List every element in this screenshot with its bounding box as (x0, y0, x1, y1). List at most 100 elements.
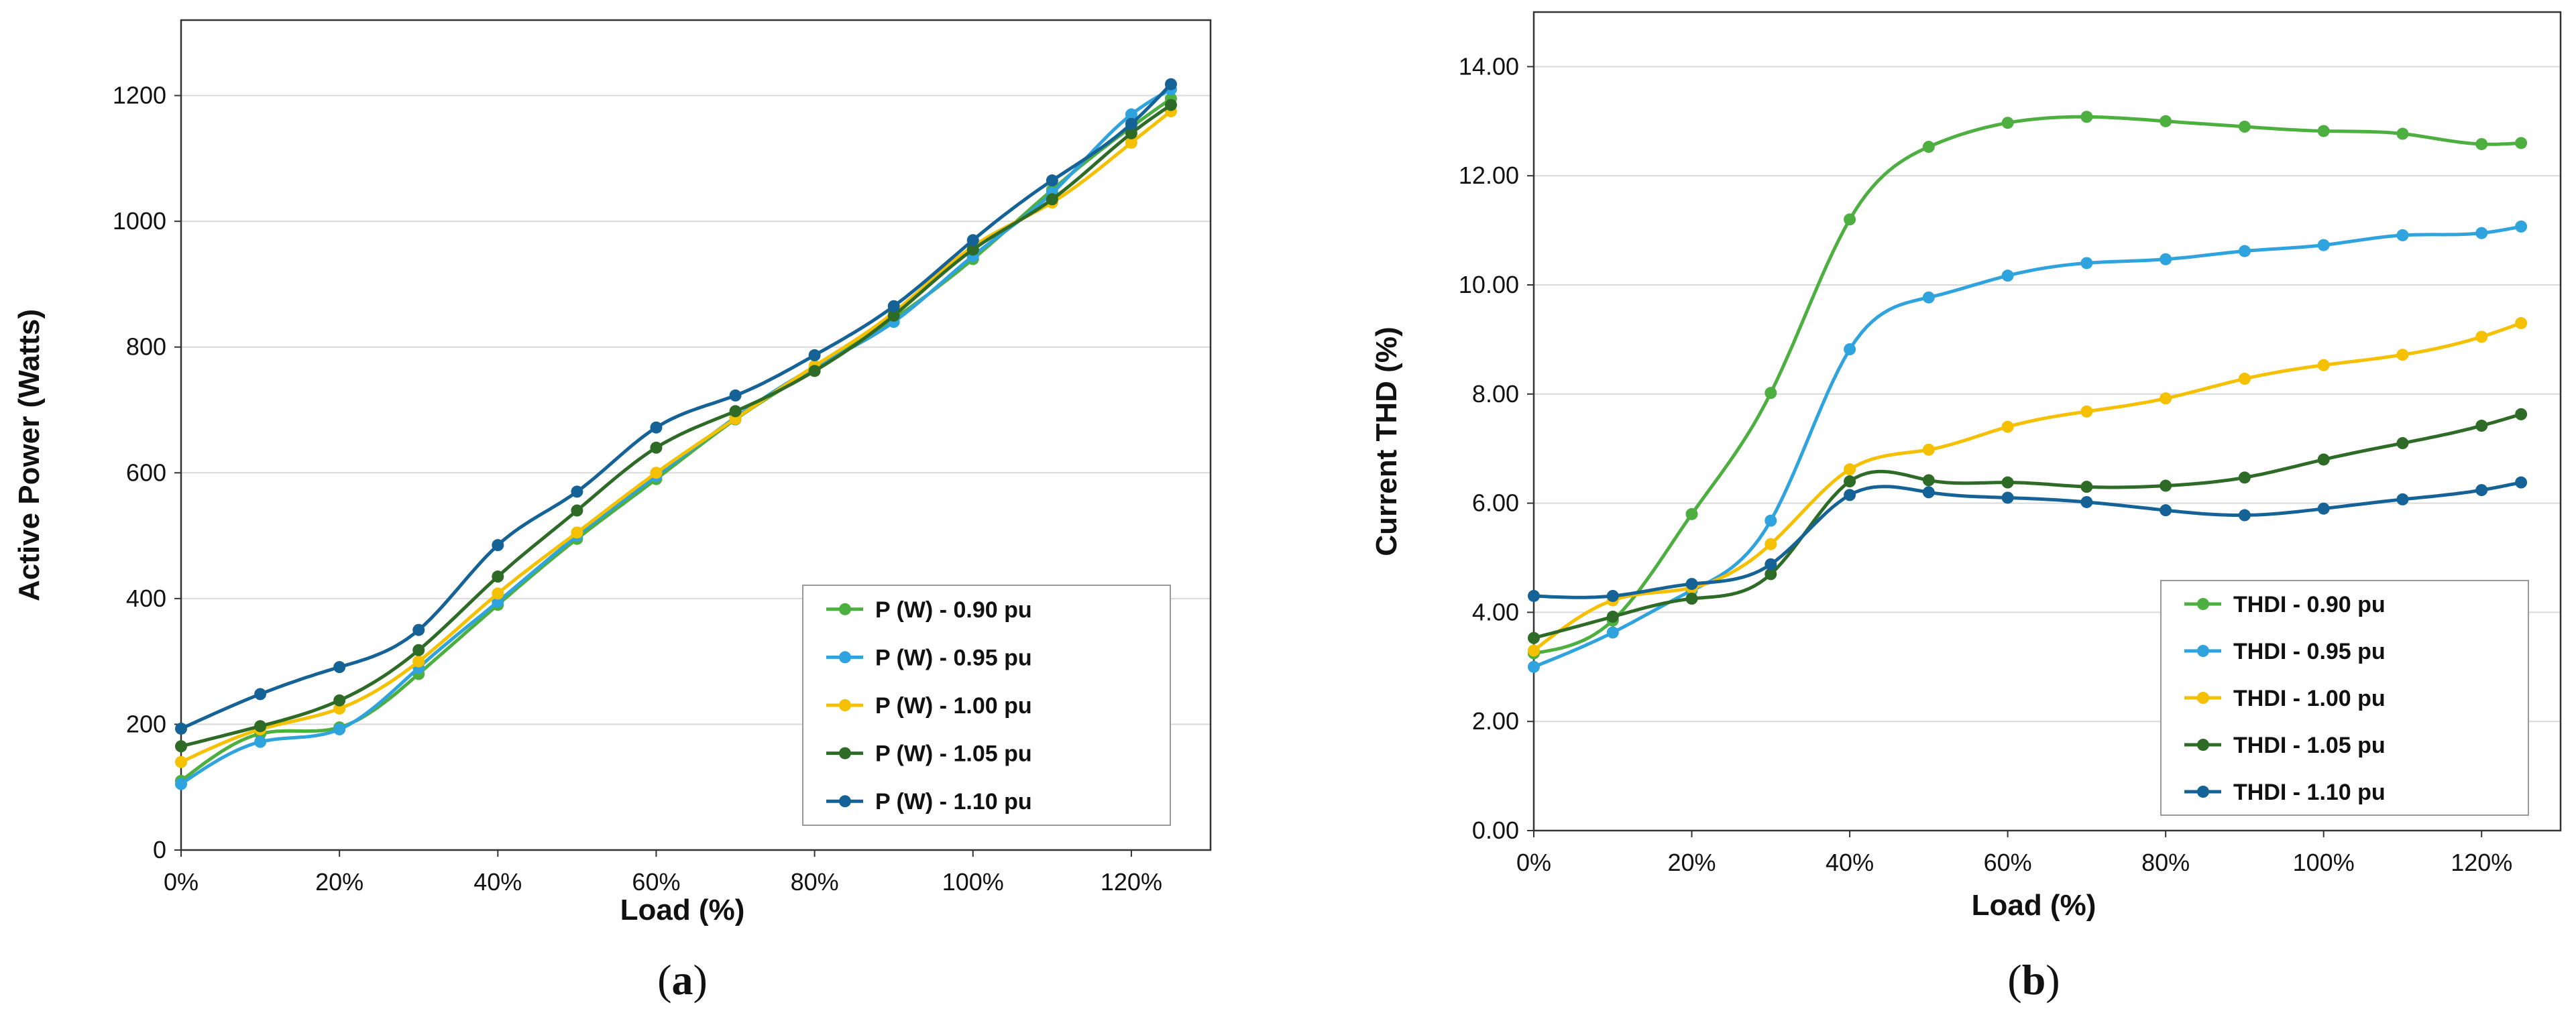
data-point (1922, 141, 1935, 154)
series-4 (175, 99, 1177, 753)
data-point (2396, 229, 2409, 241)
y-tick-label: 10.00 (1459, 271, 1519, 298)
y-tick-label: 2.00 (1472, 707, 1519, 735)
data-point (2080, 257, 2093, 269)
x-tick-label: 120% (2451, 849, 2512, 876)
x-axis-title: Load (%) (1972, 889, 2096, 922)
data-point (254, 735, 267, 748)
legend-swatch-marker (2197, 645, 2209, 657)
legend-label: P (W) - 1.00 pu (875, 693, 1032, 719)
legend-swatch-marker (2197, 692, 2209, 704)
y-tick-label: 800 (126, 333, 166, 361)
data-point (1606, 626, 1619, 639)
data-point (1046, 174, 1058, 187)
data-point (175, 778, 187, 790)
data-point (2396, 127, 2409, 140)
y-tick-label: 0.00 (1472, 817, 1519, 844)
data-point (887, 309, 900, 322)
data-point (2160, 392, 2172, 405)
data-point (571, 485, 583, 498)
data-point (1046, 193, 1058, 206)
legend-label: THDI - 0.95 pu (2233, 639, 2386, 664)
data-point (2475, 484, 2488, 497)
data-point (1125, 108, 1137, 121)
data-point (1528, 589, 1540, 602)
data-point (2317, 239, 2330, 251)
y-tick-label: 14.00 (1459, 52, 1519, 80)
data-point (966, 234, 979, 247)
data-point (1125, 117, 1137, 130)
data-point (2515, 137, 2528, 149)
series-line (1533, 115, 2522, 655)
legend-label: THDI - 1.05 pu (2233, 733, 2386, 758)
y-tick-label: 0 (153, 836, 166, 863)
data-point (808, 349, 821, 361)
data-point (2080, 481, 2093, 493)
data-point (1922, 443, 1935, 456)
data-point (571, 504, 583, 517)
y-tick-label: 4.00 (1472, 598, 1519, 625)
data-point (175, 756, 187, 768)
y-tick-label: 600 (126, 459, 166, 486)
y-tick-label: 200 (126, 710, 166, 737)
data-point (1922, 486, 1935, 499)
x-tick-label: 20% (315, 868, 363, 896)
series-5 (175, 78, 1177, 735)
data-point (1922, 474, 1935, 487)
chart-a: 0 200 400 600 800 1000 1200 0% 20% 40% 60% 80% 100% 1… (13, 19, 1212, 1004)
data-point (333, 661, 346, 674)
data-point (2001, 491, 2014, 504)
data-point (1765, 387, 1777, 400)
x-tick-label: 80% (791, 868, 839, 896)
data-point (2515, 220, 2528, 233)
data-point (1844, 489, 1856, 501)
data-point (1765, 558, 1777, 570)
legend-label: THDI - 0.90 pu (2233, 592, 2386, 617)
data-point (2080, 495, 2093, 508)
data-point (1606, 589, 1619, 602)
data-point (2475, 420, 2488, 432)
x-tick-label: 0% (164, 868, 199, 896)
x-tick-label: 40% (1826, 849, 1874, 876)
series-line (180, 82, 1172, 731)
data-point (571, 526, 583, 539)
data-point (2001, 117, 2014, 129)
legend-label: THDI - 1.00 pu (2233, 686, 2386, 711)
data-point (2475, 330, 2488, 343)
data-point (1164, 78, 1177, 91)
legend-label: P (W) - 0.95 pu (875, 645, 1032, 670)
legend-swatch-marker (2197, 786, 2209, 798)
legend-label: P (W) - 1.05 pu (875, 741, 1032, 767)
y-tick-label: 400 (126, 585, 166, 612)
data-point (2001, 476, 2014, 489)
legend-box (802, 585, 1171, 826)
data-point (2515, 316, 2528, 329)
chart-b: 0.00 2.00 4.00 6.00 8.00 10.00 12.00 14.00 0% 20%… (1370, 11, 2562, 1004)
data-point (412, 623, 425, 636)
legend-swatch-marker (839, 699, 851, 711)
data-point (2475, 227, 2488, 239)
data-point (175, 722, 187, 735)
data-point (1125, 136, 1137, 149)
data-point (2160, 479, 2172, 492)
data-point (1765, 568, 1777, 581)
data-point (333, 694, 346, 707)
data-point (650, 441, 663, 454)
legend-swatch-marker (2197, 598, 2209, 610)
panel-caption: (b) (2007, 956, 2060, 1004)
data-point (2396, 437, 2409, 450)
data-point (808, 365, 821, 377)
data-point (1685, 593, 1698, 605)
x-tick-label: 60% (1984, 849, 2032, 876)
plot-frame (180, 19, 1212, 851)
x-tick-label: 60% (632, 868, 680, 896)
data-point (2238, 373, 2251, 385)
legend: THDI - 0.90 pu THDI - 0.95 pu THDI - 1.00 … (2160, 580, 2529, 816)
x-tick-label: 120% (1101, 868, 1162, 896)
data-point (2238, 471, 2251, 484)
data-point (2317, 359, 2330, 371)
data-point (1922, 291, 1935, 304)
legend-box (2160, 580, 2529, 816)
data-point (412, 644, 425, 656)
data-point (650, 467, 663, 479)
